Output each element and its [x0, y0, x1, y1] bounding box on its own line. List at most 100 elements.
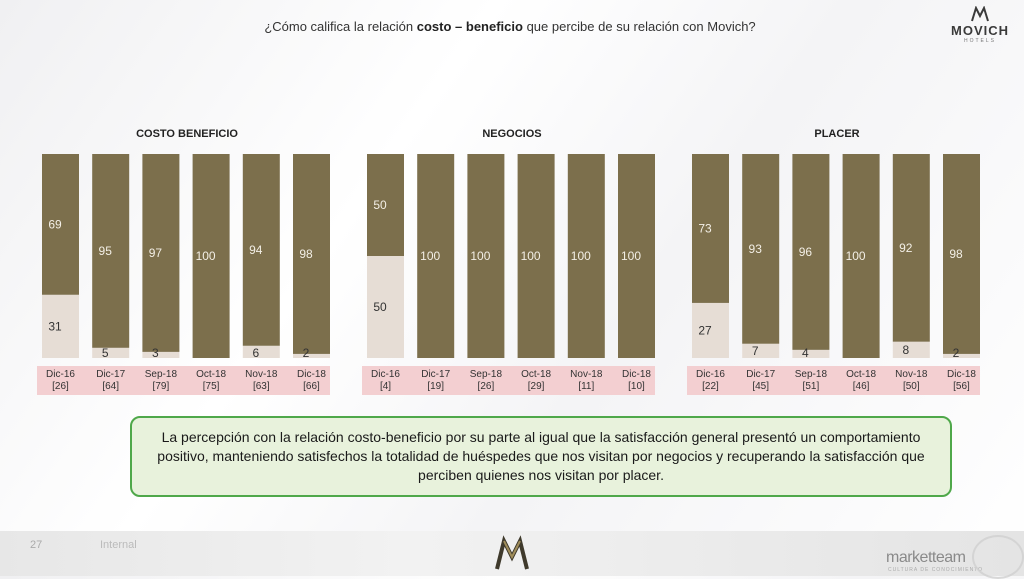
- category-label: Dic-17: [421, 369, 450, 380]
- bar-segment-top: [142, 154, 180, 352]
- data-label-bottom: 6: [252, 346, 259, 360]
- bar-segment-top: [417, 154, 455, 358]
- category-band: [362, 366, 655, 395]
- bar-segment-top: [367, 154, 404, 256]
- data-label-top: 97: [149, 246, 163, 260]
- base-label: [51]: [803, 381, 820, 392]
- category-label: Oct-18: [196, 369, 226, 380]
- bar-segment-bottom: [792, 349, 830, 358]
- bar-segment-top: [242, 154, 280, 346]
- bar-segment-top: [192, 154, 230, 358]
- data-label-top: 98: [949, 247, 963, 261]
- bar-segment-top: [92, 154, 130, 348]
- category-label: Dic-18: [622, 369, 651, 380]
- movich-footer-logo-icon: [495, 535, 529, 570]
- data-label-top: 100: [571, 249, 591, 263]
- base-label: [64]: [102, 381, 119, 392]
- category-label: Nov-18: [895, 369, 928, 380]
- category-band: [687, 366, 980, 395]
- bar-segment-top: [567, 154, 605, 358]
- logo-sub: HOTELS: [963, 38, 996, 44]
- question-bold: costo – beneficio: [416, 19, 523, 34]
- data-label-top: 96: [799, 245, 813, 259]
- bar-segment-bottom: [42, 294, 79, 358]
- chart-svg: 69 31 Dic-16[26] 95 5 Dic-17[64] 97 3 Sep-18[79]…: [37, 154, 330, 395]
- data-label-top: 100: [846, 249, 866, 263]
- category-label: Dic-16: [696, 369, 725, 380]
- data-label-bottom: 3: [152, 346, 159, 360]
- chart-title: COSTO BENEFICIO: [136, 128, 238, 140]
- bar-segment-bottom: [742, 343, 780, 358]
- base-label: [46]: [853, 381, 870, 392]
- data-label-top: 100: [196, 249, 216, 263]
- data-label-bottom: 4: [802, 346, 809, 360]
- base-label: [63]: [253, 381, 270, 392]
- footer: 27 Internal marketteam CULTURA DE CONOCI…: [0, 531, 1024, 579]
- marketteam-logo: marketteam: [886, 549, 966, 566]
- category-label: Dic-16: [371, 369, 400, 380]
- bar-segment-top: [293, 154, 330, 354]
- category-label: Nov-18: [245, 369, 278, 380]
- bar-segment-top: [42, 154, 79, 295]
- movich-mark-icon: [971, 6, 989, 22]
- base-label: [10]: [628, 381, 645, 392]
- data-label-top: 95: [99, 244, 113, 258]
- data-label-top: 100: [470, 249, 490, 263]
- data-label-top: 69: [48, 217, 62, 231]
- base-label: [50]: [903, 381, 920, 392]
- category-label: Sep-18: [145, 369, 178, 380]
- bar-segment-top: [618, 154, 655, 358]
- bar-segment-top: [943, 154, 980, 354]
- bar-segment-top: [467, 154, 505, 358]
- question-text-end: que percibe de su relación con Movich?: [522, 19, 756, 34]
- internal-label: Internal: [100, 539, 137, 551]
- category-label: Dic-17: [96, 369, 125, 380]
- bar-segment-bottom: [892, 341, 930, 358]
- data-label-top: 94: [249, 243, 263, 257]
- bar-segment-top: [892, 154, 930, 342]
- base-label: [66]: [303, 381, 320, 392]
- data-label-top: 100: [521, 249, 541, 263]
- chart-title: NEGOCIOS: [482, 128, 542, 140]
- base-label: [26]: [478, 381, 495, 392]
- chart-placer: PLACER 73 27 Dic-16 [22] 93 7 Dic-17 [45] 96 4 Sep…: [687, 120, 987, 400]
- base-label: [79]: [153, 381, 170, 392]
- category-label: Dic-18: [297, 369, 326, 380]
- question-title: ¿Cómo califica la relación costo – benef…: [200, 18, 820, 36]
- base-label: [26]: [52, 381, 69, 392]
- bar-segment-top: [842, 154, 880, 358]
- bar-segment-top: [742, 154, 780, 344]
- data-label-bottom: 27: [698, 323, 712, 337]
- bar-segment-bottom: [692, 302, 729, 358]
- ornament-icon: [972, 535, 1024, 579]
- base-label: [29]: [528, 381, 545, 392]
- data-label-bottom: 2: [303, 346, 310, 360]
- base-label: [75]: [203, 381, 220, 392]
- chart-costo-beneficio: COSTO BENEFICIO 69 31 Dic-16 [26] 95 5 Dic-17[…: [37, 120, 337, 400]
- bar-segment-bottom: [367, 256, 404, 358]
- bar-segment-bottom: [943, 353, 980, 358]
- bar-segment-top: [517, 154, 555, 358]
- data-label-bottom: 2: [953, 346, 960, 360]
- data-label-top: 100: [621, 249, 641, 263]
- category-label: Oct-18: [521, 369, 551, 380]
- category-label: Sep-18: [795, 369, 828, 380]
- data-label-top: 73: [698, 221, 712, 235]
- base-label: [19]: [427, 381, 444, 392]
- base-label: [45]: [752, 381, 769, 392]
- marketteam-sub: CULTURA DE CONOCIMIENTO: [888, 567, 984, 573]
- chart-title: PLACER: [814, 128, 860, 140]
- category-label: Dic-17: [746, 369, 775, 380]
- data-label-top: 98: [299, 247, 313, 261]
- bar-segment-bottom: [293, 353, 330, 358]
- category-label: Oct-18: [846, 369, 876, 380]
- summary-box: La percepción con la relación costo-bene…: [130, 416, 952, 497]
- bar-segment-bottom: [242, 345, 280, 358]
- base-label: [4]: [380, 381, 391, 392]
- logo-name: MOVICH: [951, 23, 1009, 38]
- base-label: [56]: [953, 381, 970, 392]
- category-band: [37, 366, 330, 395]
- data-label-bottom: 31: [48, 319, 62, 333]
- data-label-bottom: 7: [752, 344, 759, 358]
- data-label-top: 92: [899, 241, 913, 255]
